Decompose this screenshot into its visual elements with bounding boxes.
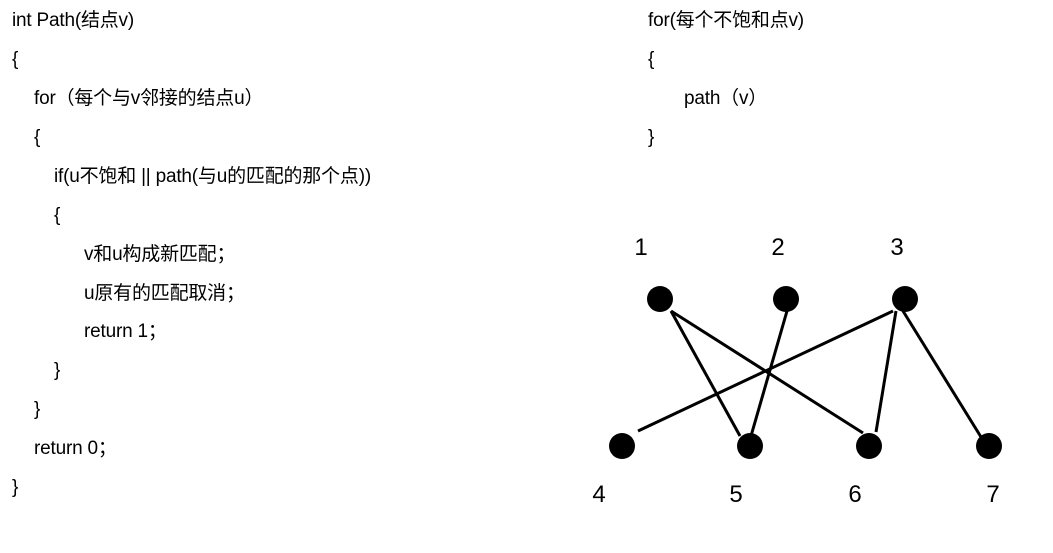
node-1 xyxy=(647,286,673,312)
node-6 xyxy=(856,433,882,459)
code-line: if(u不饱和 || path(与u的匹配的那个点)) xyxy=(54,166,371,187)
code-line: u原有的匹配取消； xyxy=(84,283,245,304)
code-line: for（每个与v邻接的结点u） xyxy=(34,88,264,109)
code-line: } xyxy=(648,127,655,148)
edge-3-7 xyxy=(901,310,983,438)
graph-labels: 1 2 3 4 5 6 7 xyxy=(592,234,999,508)
code-line: for(每个不饱和点v) xyxy=(648,10,804,31)
node-label-1: 1 xyxy=(634,234,647,261)
edge-1-5 xyxy=(669,310,742,437)
node-label-3: 3 xyxy=(890,234,903,261)
code-line: } xyxy=(12,477,19,498)
code-line: } xyxy=(34,399,41,420)
code-line: { xyxy=(54,205,61,226)
node-label-5: 5 xyxy=(729,481,742,508)
graph-nodes xyxy=(609,286,1002,459)
node-5 xyxy=(737,433,763,459)
code-line: path（v） xyxy=(684,88,768,109)
node-4 xyxy=(609,433,635,459)
graph-edges xyxy=(637,309,983,438)
code-line: return 1； xyxy=(84,321,167,342)
code-line: v和u构成新匹配； xyxy=(84,244,236,265)
edge-3-4 xyxy=(637,309,894,433)
code-line: return 0； xyxy=(34,438,117,459)
node-label-4: 4 xyxy=(592,481,605,508)
node-7 xyxy=(976,433,1002,459)
node-label-6: 6 xyxy=(848,481,861,508)
node-label-7: 7 xyxy=(986,481,999,508)
code-line: { xyxy=(12,49,19,70)
edge-1-6 xyxy=(670,309,864,435)
node-3 xyxy=(892,286,918,312)
node-2 xyxy=(773,286,799,312)
edge-2-5 xyxy=(749,310,789,437)
node-label-2: 2 xyxy=(771,234,784,261)
code-line: int Path(结点v) xyxy=(12,10,134,31)
code-line: { xyxy=(34,127,41,148)
code-line: { xyxy=(648,49,655,70)
edge-3-6 xyxy=(874,310,898,433)
code-line: } xyxy=(54,360,61,381)
